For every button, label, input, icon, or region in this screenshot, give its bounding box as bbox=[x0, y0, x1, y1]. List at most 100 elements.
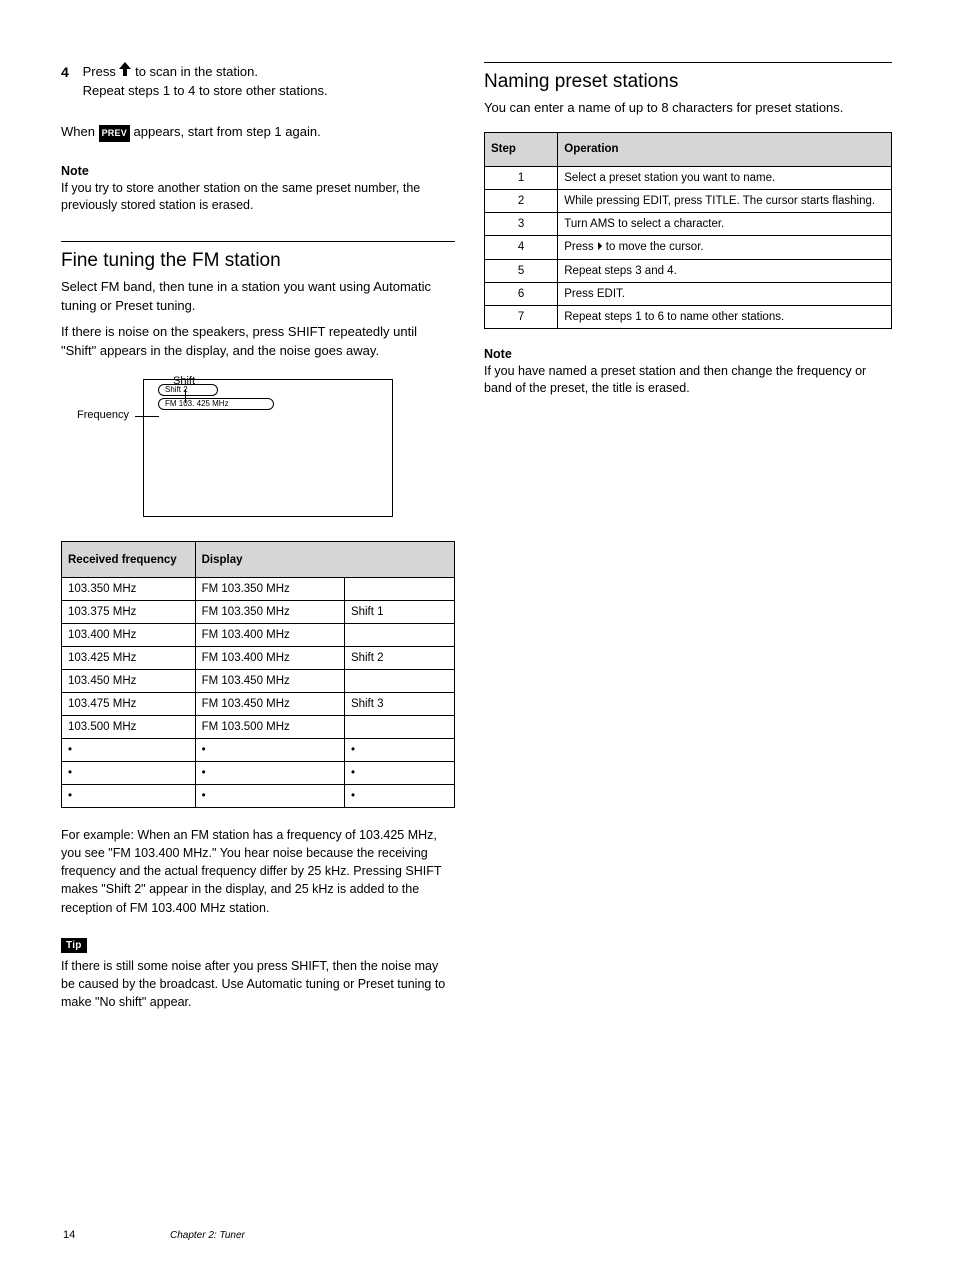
table-steps: Step Operation 1Select a preset station … bbox=[484, 132, 892, 329]
t1-cell: Shift 3 bbox=[344, 693, 454, 716]
tip-badge: Tip bbox=[61, 938, 87, 953]
table-row: 103.425 MHzFM 103.400 MHzShift 2 bbox=[62, 647, 455, 670]
diag-pill-shift: Shift 2 bbox=[158, 384, 218, 396]
t1-cell: 103.450 MHz bbox=[62, 670, 196, 693]
prev-1: When bbox=[61, 124, 95, 139]
section-divider bbox=[61, 241, 455, 242]
table-row: 103.475 MHzFM 103.450 MHzShift 3 bbox=[62, 693, 455, 716]
t1-cell: 103.400 MHz bbox=[62, 624, 196, 647]
section-title-fine-tuning: Fine tuning the FM station bbox=[61, 250, 455, 272]
diag-label-freq: Frequency bbox=[77, 409, 129, 421]
t1-cell: • bbox=[62, 739, 196, 762]
t1-cell: FM 103.350 MHz bbox=[195, 601, 344, 624]
t1-cell bbox=[344, 624, 454, 647]
section-title-naming: Naming preset stations bbox=[484, 71, 892, 93]
diag-pill2-text: FM 103. 425 MHz bbox=[165, 399, 229, 408]
t2-cell-op: Press EDIT. bbox=[558, 282, 892, 305]
t1-cell bbox=[344, 578, 454, 601]
table-row: 7Repeat steps 1 to 6 to name other stati… bbox=[485, 305, 892, 328]
t2-cell-op: Repeat steps 3 and 4. bbox=[558, 259, 892, 282]
t1-cell: 103.375 MHz bbox=[62, 601, 196, 624]
t2-cell-op: Repeat steps 1 to 6 to name other statio… bbox=[558, 305, 892, 328]
tip-block: Tip If there is still some noise after y… bbox=[61, 935, 455, 1011]
table2-wrap: Step Operation 1Select a preset station … bbox=[484, 132, 892, 329]
table-row: 103.375 MHzFM 103.350 MHzShift 1 bbox=[62, 601, 455, 624]
table-row: 103.450 MHzFM 103.450 MHz bbox=[62, 670, 455, 693]
table-row: 3Turn AMS to select a character. bbox=[485, 212, 892, 235]
step-4-body: Press to scan in the station. Repeat ste… bbox=[83, 62, 453, 101]
t1-head-col2: Display bbox=[195, 542, 454, 578]
step-4-number: 4 bbox=[61, 62, 79, 82]
table-row: 6Press EDIT. bbox=[485, 282, 892, 305]
table-row: ••• bbox=[62, 762, 455, 785]
table-row: 103.350 MHzFM 103.350 MHz bbox=[62, 578, 455, 601]
footer-chapter: Chapter 2: Tuner bbox=[170, 1230, 245, 1241]
t1-cell: 103.500 MHz bbox=[62, 716, 196, 739]
prev-badge: PREV bbox=[99, 125, 130, 142]
t1-cell: • bbox=[344, 739, 454, 762]
t1-cell: • bbox=[344, 762, 454, 785]
table-row: 1Select a preset station you want to nam… bbox=[485, 166, 892, 189]
note-body: If you try to store another station on t… bbox=[61, 180, 455, 215]
right-note-title: Note bbox=[484, 347, 892, 361]
t2-cell-op: Press ⏵ to move the cursor. bbox=[558, 235, 892, 259]
right-divider bbox=[484, 62, 892, 63]
table1-wrap: Received frequency Display 103.350 MHzFM… bbox=[61, 541, 455, 808]
left-column: 4 Press to scan in the station. Repeat s… bbox=[61, 62, 455, 1011]
section-sub-a: Select FM band, then tune in a station y… bbox=[61, 278, 455, 316]
arrow-up-icon bbox=[119, 62, 131, 82]
t1-cell: • bbox=[195, 762, 344, 785]
display-diagram: Shift Frequency Shift 2 FM 103. 425 MHz bbox=[143, 379, 393, 517]
note-title: Note bbox=[61, 164, 455, 178]
step-4: 4 Press to scan in the station. Repeat s… bbox=[61, 62, 455, 101]
right-column: Naming preset stations You can enter a n… bbox=[484, 62, 892, 398]
t1-cell: FM 103.350 MHz bbox=[195, 578, 344, 601]
t2-cell-op: While pressing EDIT, press TITLE. The cu… bbox=[558, 189, 892, 212]
t1-cell: FM 103.450 MHz bbox=[195, 693, 344, 716]
diag-box: Shift 2 FM 103. 425 MHz bbox=[143, 379, 393, 517]
t2-cell-op: Select a preset station you want to name… bbox=[558, 166, 892, 189]
table-row: ••• bbox=[62, 785, 455, 808]
table-row: 103.400 MHzFM 103.400 MHz bbox=[62, 624, 455, 647]
t1-cell bbox=[344, 670, 454, 693]
diag-pill1-text: Shift 2 bbox=[165, 385, 188, 394]
prev-line: When PREV appears, start from step 1 aga… bbox=[61, 123, 455, 142]
table-row: ••• bbox=[62, 739, 455, 762]
t1-cell: Shift 2 bbox=[344, 647, 454, 670]
table-row: 5Repeat steps 3 and 4. bbox=[485, 259, 892, 282]
step-4-line1b: to scan in the station. bbox=[135, 64, 258, 79]
t1-body: 103.350 MHzFM 103.350 MHz103.375 MHzFM 1… bbox=[62, 578, 455, 808]
t1-cell: 103.350 MHz bbox=[62, 578, 196, 601]
t1-cell: • bbox=[62, 785, 196, 808]
t2-body: 1Select a preset station you want to nam… bbox=[485, 166, 892, 328]
t2-head-col2: Operation bbox=[558, 132, 892, 166]
footer-chapter-text: Chapter 2: Tuner bbox=[170, 1230, 245, 1241]
t1-cell: 103.475 MHz bbox=[62, 693, 196, 716]
t1-cell: FM 103.450 MHz bbox=[195, 670, 344, 693]
t2-cell-step: 4 bbox=[485, 235, 558, 259]
prev-2: appears, start from step 1 again. bbox=[134, 124, 321, 139]
t1-cell: Shift 1 bbox=[344, 601, 454, 624]
step-4-line2: Repeat steps 1 to 4 to store other stati… bbox=[83, 83, 328, 98]
t1-cell: 103.425 MHz bbox=[62, 647, 196, 670]
note-block: Note If you try to store another station… bbox=[61, 164, 455, 215]
t1-cell: • bbox=[195, 785, 344, 808]
right-note: Note If you have named a preset station … bbox=[484, 347, 892, 398]
section-sub-naming: You can enter a name of up to 8 characte… bbox=[484, 99, 892, 118]
t1-cell: • bbox=[195, 739, 344, 762]
step-4-line1a: Press bbox=[83, 64, 120, 79]
example-para: For example: When an FM station has a fr… bbox=[61, 826, 455, 917]
t2-cell-step: 6 bbox=[485, 282, 558, 305]
t2-cell-op: Turn AMS to select a character. bbox=[558, 212, 892, 235]
t1-cell: FM 103.400 MHz bbox=[195, 624, 344, 647]
tip-body: If there is still some noise after you p… bbox=[61, 957, 455, 1011]
t2-head-col1: Step bbox=[485, 132, 558, 166]
t2-cell-step: 3 bbox=[485, 212, 558, 235]
t1-cell bbox=[344, 716, 454, 739]
t1-cell: FM 103.500 MHz bbox=[195, 716, 344, 739]
diag-pill-freq: FM 103. 425 MHz bbox=[158, 398, 274, 410]
table-row: 103.500 MHzFM 103.500 MHz bbox=[62, 716, 455, 739]
t2-cell-step: 7 bbox=[485, 305, 558, 328]
t1-cell: • bbox=[344, 785, 454, 808]
table-shift-freq: Received frequency Display 103.350 MHzFM… bbox=[61, 541, 455, 808]
